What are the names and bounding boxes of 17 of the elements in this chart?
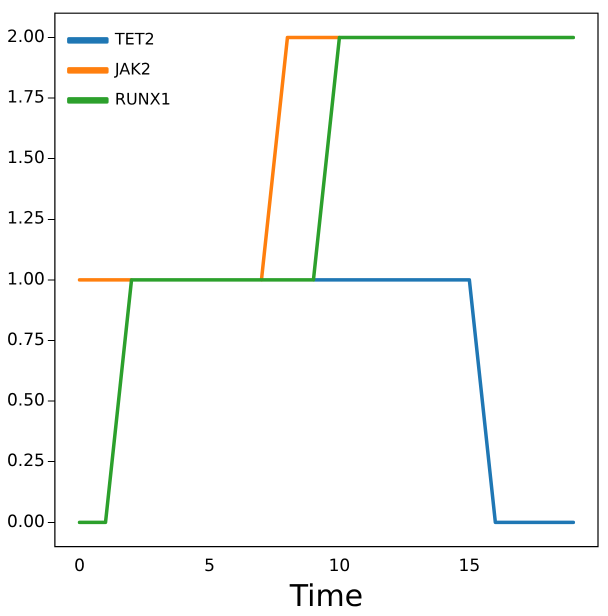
- x-tick-label: 15: [458, 556, 480, 576]
- legend-label: JAK2: [114, 60, 151, 79]
- x-tick-label: 0: [74, 556, 85, 576]
- y-tick-label: 2.00: [6, 26, 45, 47]
- legend-label: RUNX1: [114, 90, 171, 109]
- y-tick-label: 0.25: [6, 451, 45, 472]
- y-tick-label: 1.25: [6, 208, 45, 229]
- x-axis-title: Time: [288, 578, 364, 614]
- y-tick-label: 0.75: [6, 330, 45, 350]
- x-tick-label: 5: [204, 556, 215, 576]
- y-tick-label: 1.75: [6, 87, 45, 108]
- y-tick-label: 0.00: [6, 512, 45, 532]
- x-tick-label: 10: [328, 556, 350, 576]
- legend-label: TET2: [114, 30, 155, 49]
- y-tick-label: 1.00: [6, 269, 45, 290]
- y-tick-label: 1.50: [6, 148, 45, 168]
- y-tick-label: 0.50: [6, 390, 45, 411]
